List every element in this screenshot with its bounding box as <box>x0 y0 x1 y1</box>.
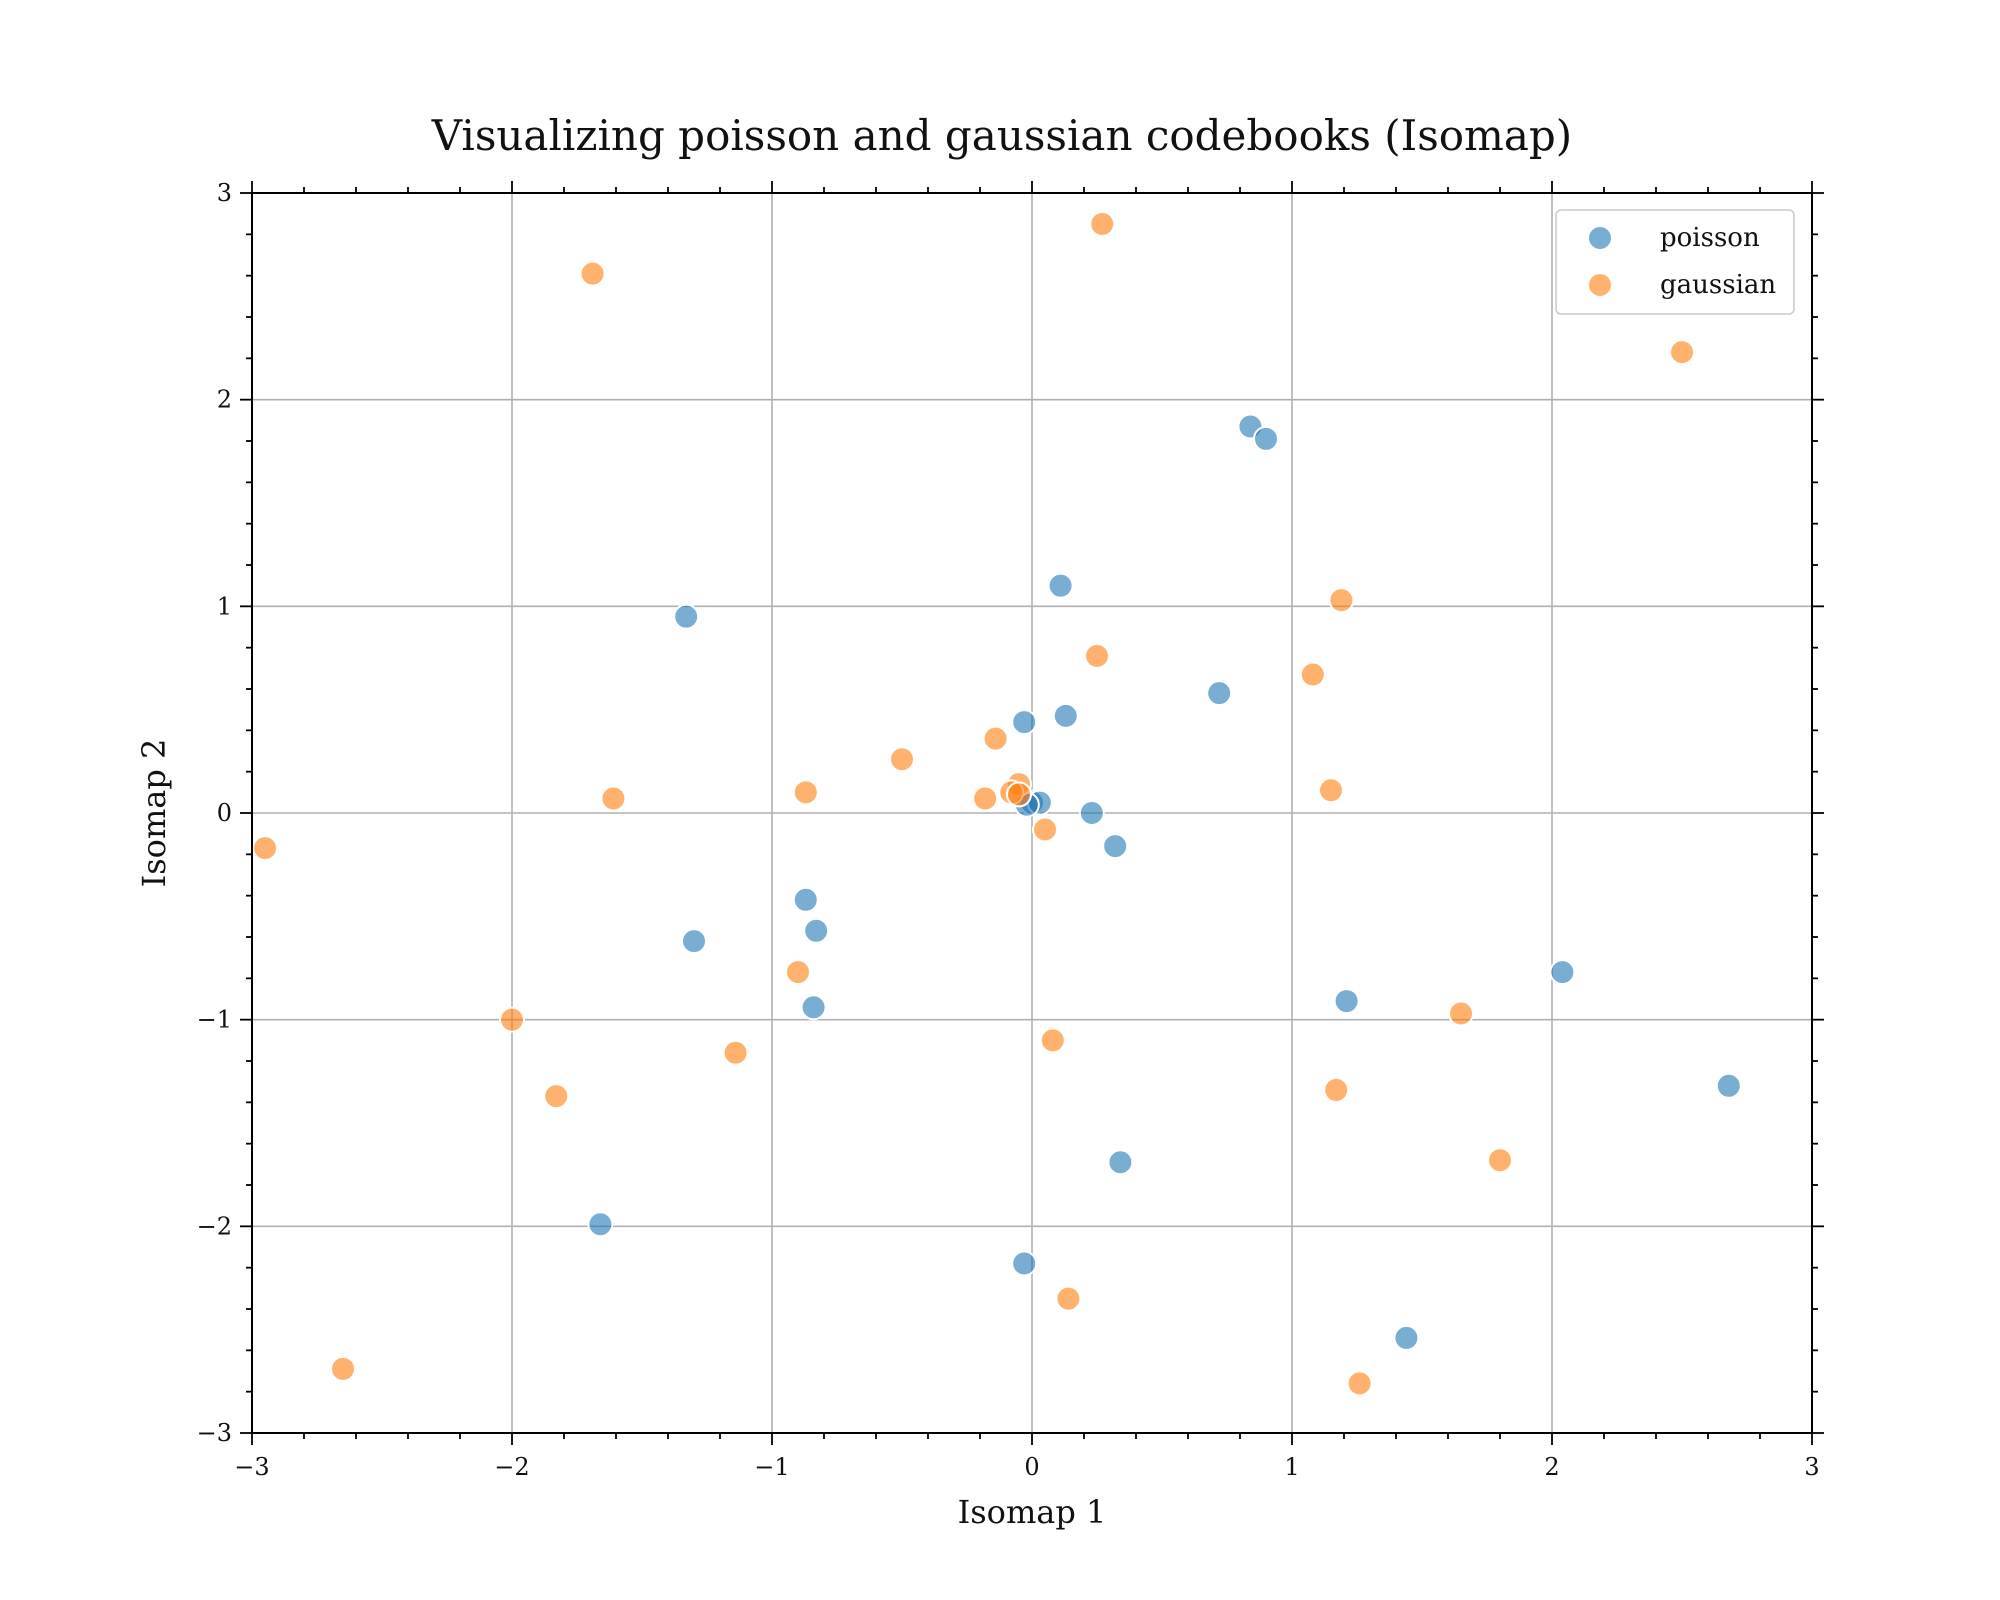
data-points <box>252 211 1742 1397</box>
x-tick-label: 2 <box>1544 1453 1559 1481</box>
axis-ticks: −3 −2 −1 0 1 2 3 −3 −2 −1 0 1 2 3 <box>197 179 1824 1481</box>
gaussian-point <box>889 746 915 773</box>
y-tick-label: −2 <box>197 1212 232 1240</box>
gaussian-point <box>1089 211 1116 237</box>
x-axis-label: Isomap 1 <box>958 1493 1107 1531</box>
y-tick-label: −1 <box>197 1006 232 1034</box>
poisson-point <box>1107 1149 1134 1176</box>
gaussian-point <box>1032 816 1058 843</box>
poisson-point <box>1052 702 1079 729</box>
chart-title: Visualizing poisson and gaussian codeboo… <box>431 111 1572 160</box>
poisson-point <box>1393 1324 1420 1351</box>
poisson-point <box>803 917 830 944</box>
gaussian-point <box>972 785 999 812</box>
poisson-point <box>1011 709 1038 736</box>
legend-marker-poisson <box>1587 225 1613 251</box>
gaussian-point <box>1448 1000 1474 1027</box>
poisson-point <box>1206 680 1233 707</box>
poisson-point <box>1078 800 1105 826</box>
legend-label-gaussian: gaussian <box>1660 270 1776 300</box>
gaussian-point <box>252 835 278 862</box>
gaussian-point <box>330 1355 356 1382</box>
gaussian-point <box>1039 1027 1066 1054</box>
poisson-point <box>1333 988 1360 1015</box>
poisson-point <box>587 1211 614 1238</box>
gaussian-point <box>1299 661 1326 688</box>
poisson-point <box>800 994 827 1021</box>
x-tick-label: −3 <box>234 1453 269 1481</box>
x-tick-label: 1 <box>1284 1453 1299 1481</box>
x-tick-label: −2 <box>494 1453 529 1481</box>
poisson-point <box>1011 1250 1038 1277</box>
gaussian-point <box>785 959 811 986</box>
y-tick-label: 0 <box>217 799 232 827</box>
legend-marker-gaussian <box>1587 272 1613 298</box>
gaussian-point <box>579 260 606 287</box>
y-tick-label: 3 <box>217 179 232 207</box>
gaussian-point <box>1669 339 1695 366</box>
x-tick-label: 0 <box>1024 1453 1039 1481</box>
x-tick-label: −1 <box>754 1453 789 1481</box>
gaussian-point <box>1318 777 1344 804</box>
y-tick-label: 2 <box>217 386 232 414</box>
gaussian-point <box>1346 1370 1373 1397</box>
y-tick-label: 1 <box>217 592 232 620</box>
gaussian-point <box>1084 642 1110 669</box>
y-tick-label: −3 <box>197 1419 232 1447</box>
gaussian-point <box>1055 1285 1082 1312</box>
y-axis-label: Isomap 2 <box>135 739 173 888</box>
poisson-point <box>673 603 700 630</box>
poisson-point <box>681 928 707 955</box>
gaussian-point <box>982 725 1009 752</box>
gaussian-point <box>600 785 627 812</box>
poisson-point <box>1715 1072 1742 1099</box>
gaussian-point <box>792 779 819 806</box>
gaussian-point <box>722 1039 749 1066</box>
x-tick-label: 3 <box>1804 1453 1819 1481</box>
poisson-point <box>1253 425 1279 452</box>
gaussian-point <box>499 1006 525 1033</box>
gaussian-point <box>1487 1147 1513 1174</box>
legend-label-poisson: poisson <box>1660 223 1760 253</box>
gaussian-point <box>1328 587 1355 614</box>
poisson-point <box>1549 959 1576 986</box>
gaussian-point <box>1323 1076 1350 1103</box>
poisson-point <box>1102 833 1129 860</box>
poisson-point <box>1047 572 1074 599</box>
gaussian-point <box>1006 781 1032 808</box>
poisson-point <box>792 886 819 913</box>
gaussian-point <box>543 1083 570 1110</box>
legend: poisson gaussian <box>1555 209 1795 315</box>
legend-box <box>1555 209 1795 315</box>
